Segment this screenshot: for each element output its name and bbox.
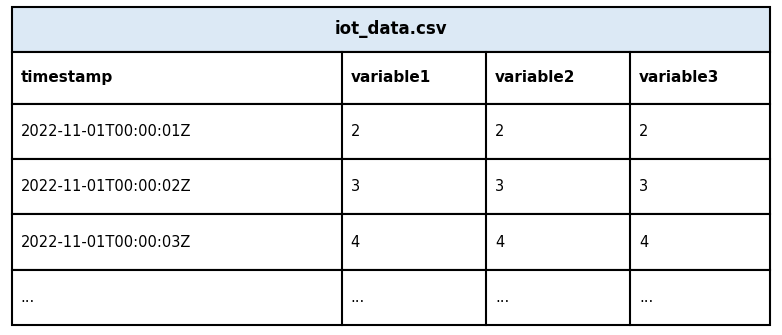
Text: 4: 4	[639, 234, 648, 250]
Text: 2022-11-01T00:00:02Z: 2022-11-01T00:00:02Z	[21, 179, 192, 194]
Bar	[12, 104, 770, 159]
Text: 2: 2	[495, 124, 504, 139]
Text: 2: 2	[351, 124, 361, 139]
Bar	[12, 270, 770, 325]
Text: 3: 3	[351, 179, 360, 194]
Text: ...: ...	[639, 290, 653, 305]
Text: ...: ...	[495, 290, 509, 305]
Bar	[12, 159, 770, 214]
Text: 4: 4	[351, 234, 360, 250]
Text: 2: 2	[639, 124, 648, 139]
Bar	[12, 214, 770, 270]
Text: 2022-11-01T00:00:01Z: 2022-11-01T00:00:01Z	[21, 124, 192, 139]
Text: 2022-11-01T00:00:03Z: 2022-11-01T00:00:03Z	[21, 234, 192, 250]
Bar	[12, 7, 770, 52]
Text: ...: ...	[351, 290, 365, 305]
Text: variable2: variable2	[495, 70, 576, 85]
Text: variable1: variable1	[351, 70, 431, 85]
Text: 4: 4	[495, 234, 504, 250]
Text: 3: 3	[495, 179, 504, 194]
Text: timestamp: timestamp	[21, 70, 113, 85]
Text: ...: ...	[21, 290, 35, 305]
Text: 3: 3	[639, 179, 648, 194]
Bar	[12, 52, 770, 104]
Text: iot_data.csv: iot_data.csv	[335, 20, 447, 38]
Text: variable3: variable3	[639, 70, 719, 85]
